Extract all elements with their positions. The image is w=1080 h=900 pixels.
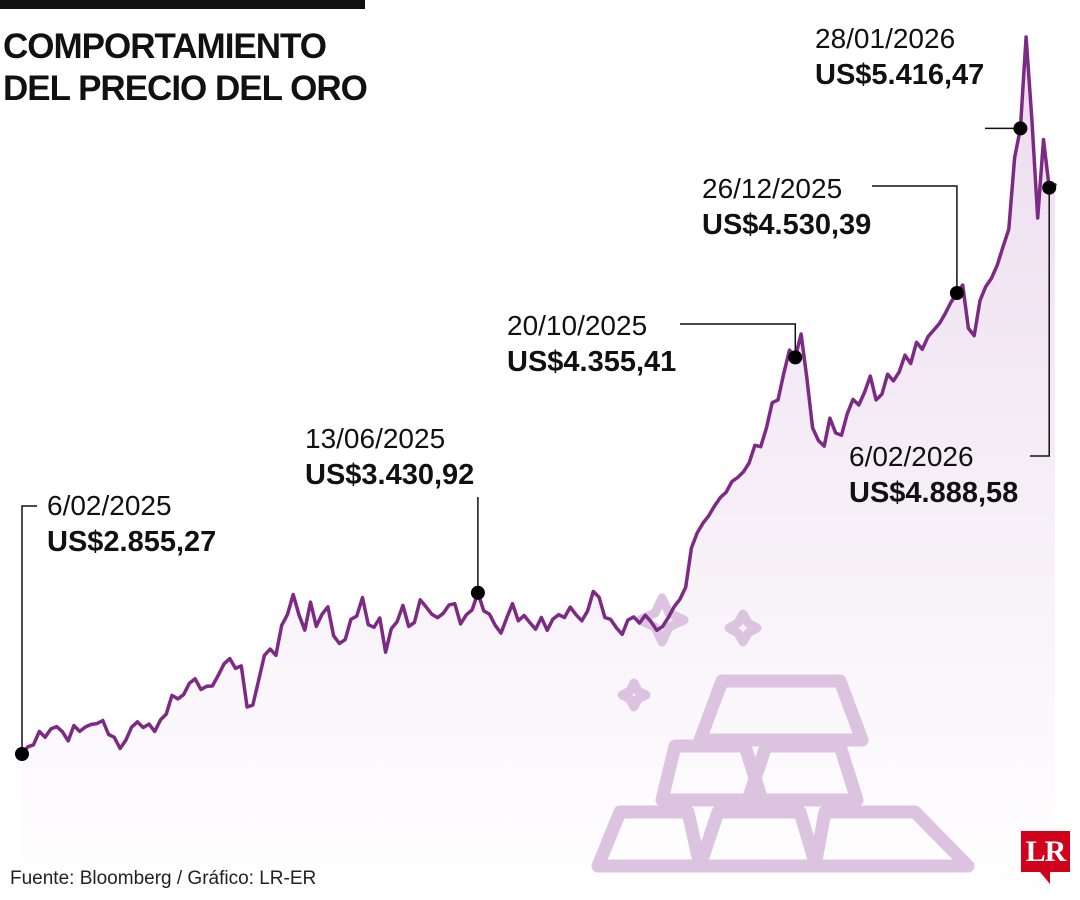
chart-title-line-2: DEL PRECIO DEL ORO xyxy=(3,69,368,108)
annotation-price: US$2.855,27 xyxy=(47,526,216,558)
annotation-point xyxy=(788,350,803,365)
annotation-date: 20/10/2025 xyxy=(507,310,647,341)
annotation-point xyxy=(470,585,485,600)
annotation-date: 6/02/2025 xyxy=(47,490,172,521)
chart-title: COMPORTAMIENTO DEL PRECIO DEL ORO xyxy=(3,26,368,110)
lr-logo-tail xyxy=(1040,872,1050,884)
annotation-date: 28/01/2026 xyxy=(815,23,955,54)
source-credit: Fuente: Bloomberg / Gráfico: LR-ER xyxy=(10,868,317,889)
annotation-date: 13/06/2025 xyxy=(305,423,445,454)
annotation-price: US$4.355,41 xyxy=(507,346,676,378)
annotation-leader-line xyxy=(21,505,37,754)
annotation-3: 20/10/2025 US$4.355,41 xyxy=(507,310,803,378)
annotation-date: 26/12/2025 xyxy=(702,173,842,204)
top-rule xyxy=(0,0,365,9)
annotation-price: US$3.430,92 xyxy=(305,459,474,491)
annotation-date: 6/02/2026 xyxy=(849,441,974,472)
annotation-leader-line xyxy=(680,323,797,358)
annotation-point xyxy=(1013,121,1028,136)
annotation-price: US$4.888,58 xyxy=(849,477,1018,509)
annotation-point xyxy=(949,286,964,300)
annotation-6: 6/02/2026 US$4.888,58 xyxy=(849,180,1057,509)
annotation-price: US$4.530,39 xyxy=(702,209,871,241)
annotation-layer: 6/02/2025 US$2.855,27 13/06/2025 US$3.430,9… xyxy=(15,23,1057,761)
annotation-5: 28/01/2026 US$5.416,47 xyxy=(815,23,1028,136)
annotation-2: 13/06/2025 US$3.430,92 xyxy=(305,423,485,600)
annotation-leader-line xyxy=(872,185,958,293)
sparkle-icon xyxy=(617,593,762,712)
gold-bars-icon xyxy=(591,674,975,873)
annotation-point xyxy=(15,747,29,761)
chart-title-line-1: COMPORTAMIENTO xyxy=(3,27,327,66)
lr-logo: LR xyxy=(1021,831,1070,872)
annotation-4: 26/12/2025 US$4.530,39 xyxy=(702,173,964,300)
annotation-point xyxy=(1042,180,1057,195)
annotation-1: 6/02/2025 US$2.855,27 xyxy=(15,490,216,761)
price-line xyxy=(20,35,1057,756)
annotation-leader-line xyxy=(1030,187,1050,457)
annotation-price: US$5.416,47 xyxy=(815,59,984,91)
